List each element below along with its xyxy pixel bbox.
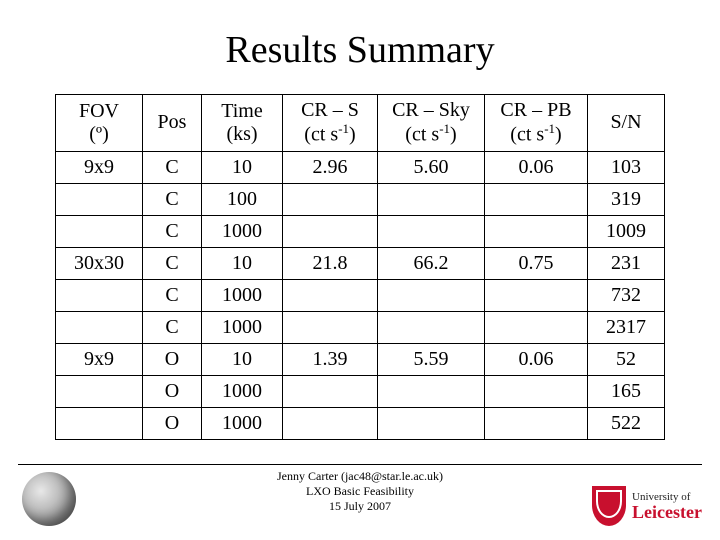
cell-crsky: 5.59	[378, 343, 485, 375]
crest-icon	[592, 486, 626, 526]
cell-time: 10	[202, 343, 283, 375]
cell-sn: 2317	[588, 311, 665, 343]
cell-fov	[56, 407, 143, 439]
university-top: University of	[632, 492, 702, 503]
cell-pos: O	[143, 343, 202, 375]
cell-fov: 9x9	[56, 151, 143, 183]
cell-crsky	[378, 407, 485, 439]
cell-crpb: 0.75	[485, 247, 588, 279]
cell-time: 1000	[202, 311, 283, 343]
cell-crs: 21.8	[283, 247, 378, 279]
cell-sn: 231	[588, 247, 665, 279]
cell-crsky: 66.2	[378, 247, 485, 279]
footer-rule	[18, 464, 702, 465]
cell-pos: O	[143, 375, 202, 407]
cell-fov	[56, 375, 143, 407]
cell-crs	[283, 279, 378, 311]
cell-crs: 1.39	[283, 343, 378, 375]
cell-crpb	[485, 407, 588, 439]
university-text: University of Leicester	[632, 492, 702, 521]
table-row: 30x30C1021.866.20.75231	[56, 247, 665, 279]
cell-time: 1000	[202, 375, 283, 407]
table-row: C100 319	[56, 183, 665, 215]
cell-crpb	[485, 311, 588, 343]
cell-sn: 319	[588, 183, 665, 215]
university-logo: University of Leicester	[592, 486, 702, 526]
cell-pos: C	[143, 215, 202, 247]
col-header-time: Time(ks)	[202, 95, 283, 152]
moon-icon	[22, 472, 76, 526]
cell-fov	[56, 311, 143, 343]
cell-crpb	[485, 183, 588, 215]
cell-crsky	[378, 279, 485, 311]
cell-sn: 522	[588, 407, 665, 439]
cell-fov: 9x9	[56, 343, 143, 375]
results-table: FOV(º) Pos Time(ks) CR – S(ct s-1) CR – …	[55, 94, 665, 440]
cell-crsky	[378, 215, 485, 247]
cell-fov	[56, 279, 143, 311]
cell-pos: C	[143, 151, 202, 183]
col-header-sn: S/N	[588, 95, 665, 152]
cell-crs	[283, 407, 378, 439]
university-name: Leicester	[632, 503, 702, 521]
table-row: 9x9C102.965.600.06103	[56, 151, 665, 183]
cell-crsky	[378, 311, 485, 343]
cell-pos: C	[143, 247, 202, 279]
col-header-crpb: CR – PB(ct s-1)	[485, 95, 588, 152]
cell-pos: C	[143, 279, 202, 311]
cell-fov	[56, 215, 143, 247]
cell-time: 10	[202, 151, 283, 183]
slide-footer: Jenny Carter (jac48@star.le.ac.uk) LXO B…	[0, 464, 720, 532]
cell-sn: 165	[588, 375, 665, 407]
cell-time: 10	[202, 247, 283, 279]
cell-crpb: 0.06	[485, 151, 588, 183]
cell-crs	[283, 375, 378, 407]
table-row: O1000 165	[56, 375, 665, 407]
cell-sn: 1009	[588, 215, 665, 247]
cell-crsky	[378, 375, 485, 407]
table-row: C1000 732	[56, 279, 665, 311]
footer-line-1: Jenny Carter (jac48@star.le.ac.uk)	[0, 469, 720, 484]
cell-crpb	[485, 279, 588, 311]
cell-pos: C	[143, 311, 202, 343]
col-header-pos: Pos	[143, 95, 202, 152]
cell-pos: C	[143, 183, 202, 215]
table-body: 9x9C102.965.600.06103C100319C1000100930x…	[56, 151, 665, 439]
cell-fov: 30x30	[56, 247, 143, 279]
cell-crpb	[485, 375, 588, 407]
cell-crsky: 5.60	[378, 151, 485, 183]
col-header-crs: CR – S(ct s-1)	[283, 95, 378, 152]
table-row: C1000 1009	[56, 215, 665, 247]
cell-crs	[283, 215, 378, 247]
page-title: Results Summary	[30, 28, 690, 72]
col-header-crsky: CR – Sky(ct s-1)	[378, 95, 485, 152]
cell-fov	[56, 183, 143, 215]
col-header-fov: FOV(º)	[56, 95, 143, 152]
table-row: O1000 522	[56, 407, 665, 439]
table-row: 9x9O101.395.590.0652	[56, 343, 665, 375]
cell-time: 1000	[202, 279, 283, 311]
table-header-row: FOV(º) Pos Time(ks) CR – S(ct s-1) CR – …	[56, 95, 665, 152]
cell-crsky	[378, 183, 485, 215]
cell-time: 1000	[202, 407, 283, 439]
table-row: C1000 2317	[56, 311, 665, 343]
cell-sn: 732	[588, 279, 665, 311]
cell-pos: O	[143, 407, 202, 439]
cell-time: 1000	[202, 215, 283, 247]
cell-crs	[283, 183, 378, 215]
cell-sn: 52	[588, 343, 665, 375]
cell-crpb: 0.06	[485, 343, 588, 375]
cell-crs: 2.96	[283, 151, 378, 183]
cell-sn: 103	[588, 151, 665, 183]
cell-time: 100	[202, 183, 283, 215]
cell-crs	[283, 311, 378, 343]
cell-crpb	[485, 215, 588, 247]
